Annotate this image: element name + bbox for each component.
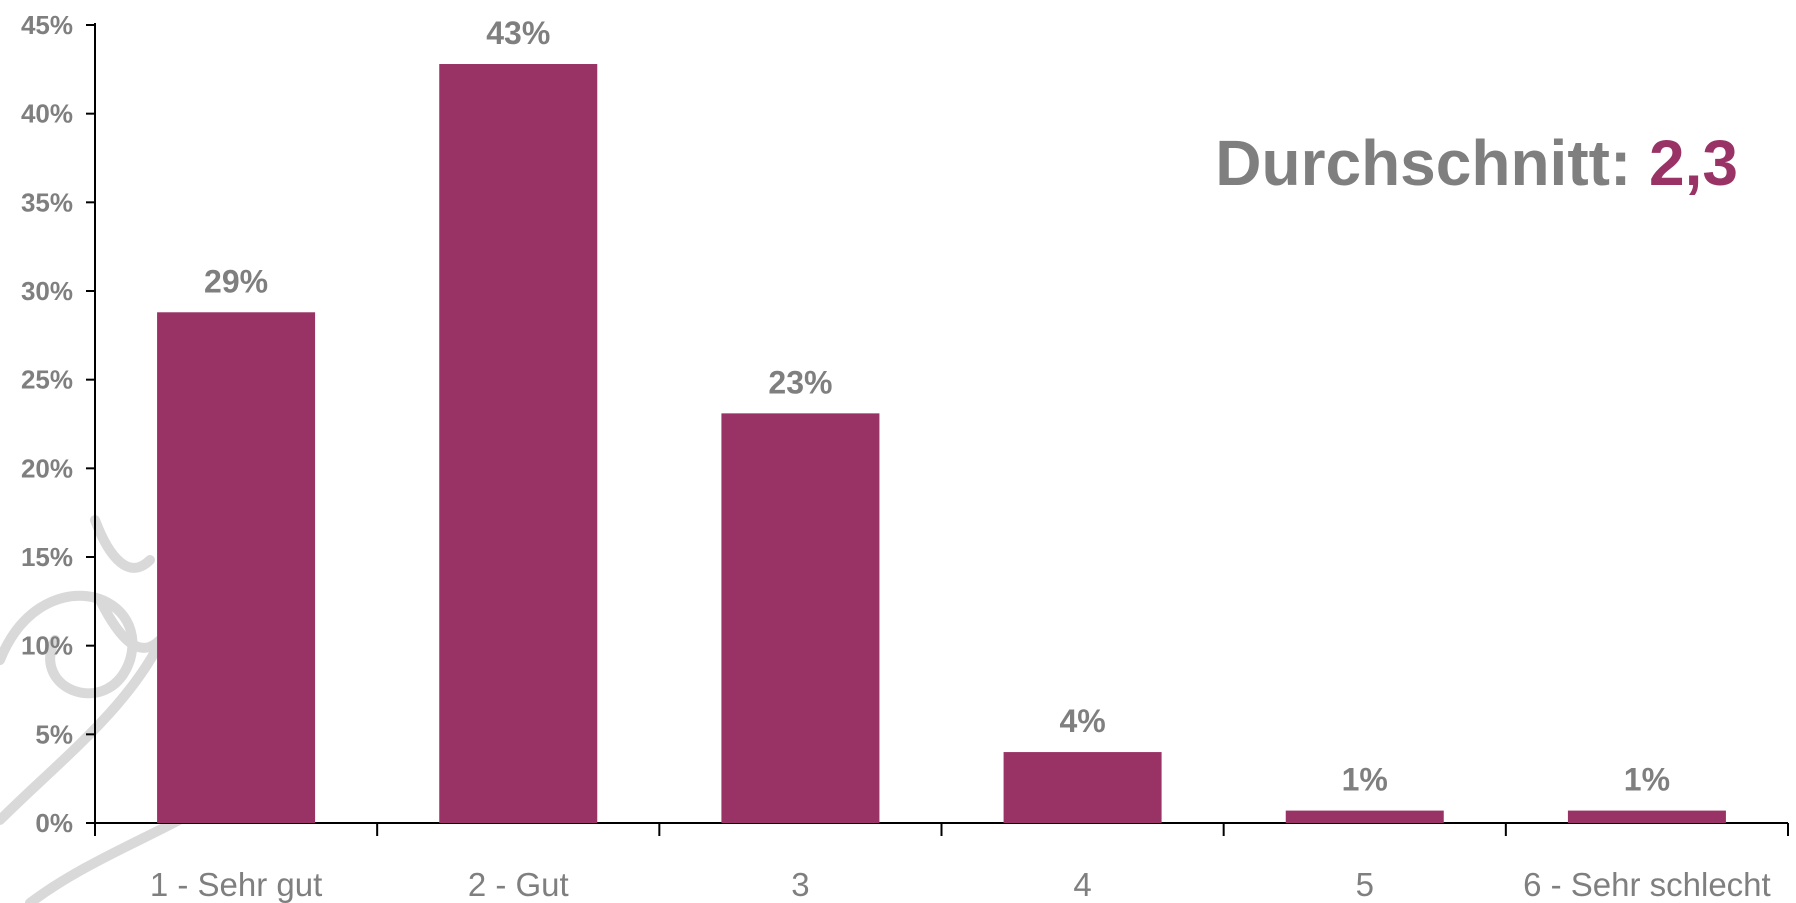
category-label: 1 - Sehr gut	[150, 866, 322, 903]
y-tick-label: 0%	[35, 808, 73, 838]
category-labels: 1 - Sehr gut 2 - Gut 3 4 5 6 - Sehr schlecht	[150, 866, 1771, 903]
y-tick-label: 30%	[21, 276, 73, 306]
category-label: 3	[791, 866, 809, 903]
background-decoration	[0, 515, 245, 903]
bar	[1567, 810, 1726, 823]
y-tick-label: 20%	[21, 453, 73, 483]
y-tick-label: 15%	[21, 542, 73, 572]
category-label: 5	[1356, 866, 1374, 903]
data-label: 1%	[1624, 762, 1670, 798]
data-label: 43%	[486, 15, 550, 51]
category-label: 4	[1073, 866, 1091, 903]
bars	[157, 64, 1726, 824]
average-annotation: Durchschnitt: 2,3	[1215, 127, 1738, 199]
y-tick-label: 10%	[21, 631, 73, 661]
y-axis: 0% 5% 10% 15% 20% 25% 30% 35% 40% 45%	[21, 10, 96, 838]
category-label: 2 - Gut	[468, 866, 569, 903]
data-label: 4%	[1059, 703, 1105, 739]
bar	[1285, 810, 1444, 823]
x-axis	[94, 822, 1789, 836]
bar	[721, 413, 880, 823]
average-value: 2,3	[1649, 127, 1738, 199]
bar	[1003, 752, 1162, 823]
data-label: 1%	[1342, 762, 1388, 798]
y-tick-label: 35%	[21, 187, 73, 217]
data-labels: 29% 43% 23% 4% 1% 1%	[204, 15, 1670, 798]
y-tick-label: 25%	[21, 365, 73, 395]
y-tick-label: 45%	[21, 10, 73, 40]
bar	[157, 312, 316, 823]
data-label: 29%	[204, 263, 268, 299]
average-label: Durchschnitt:	[1215, 127, 1649, 199]
bar	[439, 64, 598, 824]
y-tick-label: 40%	[21, 99, 73, 129]
data-label: 23%	[768, 364, 832, 400]
category-label: 6 - Sehr schlecht	[1523, 866, 1771, 903]
y-tick-label: 5%	[35, 719, 73, 749]
